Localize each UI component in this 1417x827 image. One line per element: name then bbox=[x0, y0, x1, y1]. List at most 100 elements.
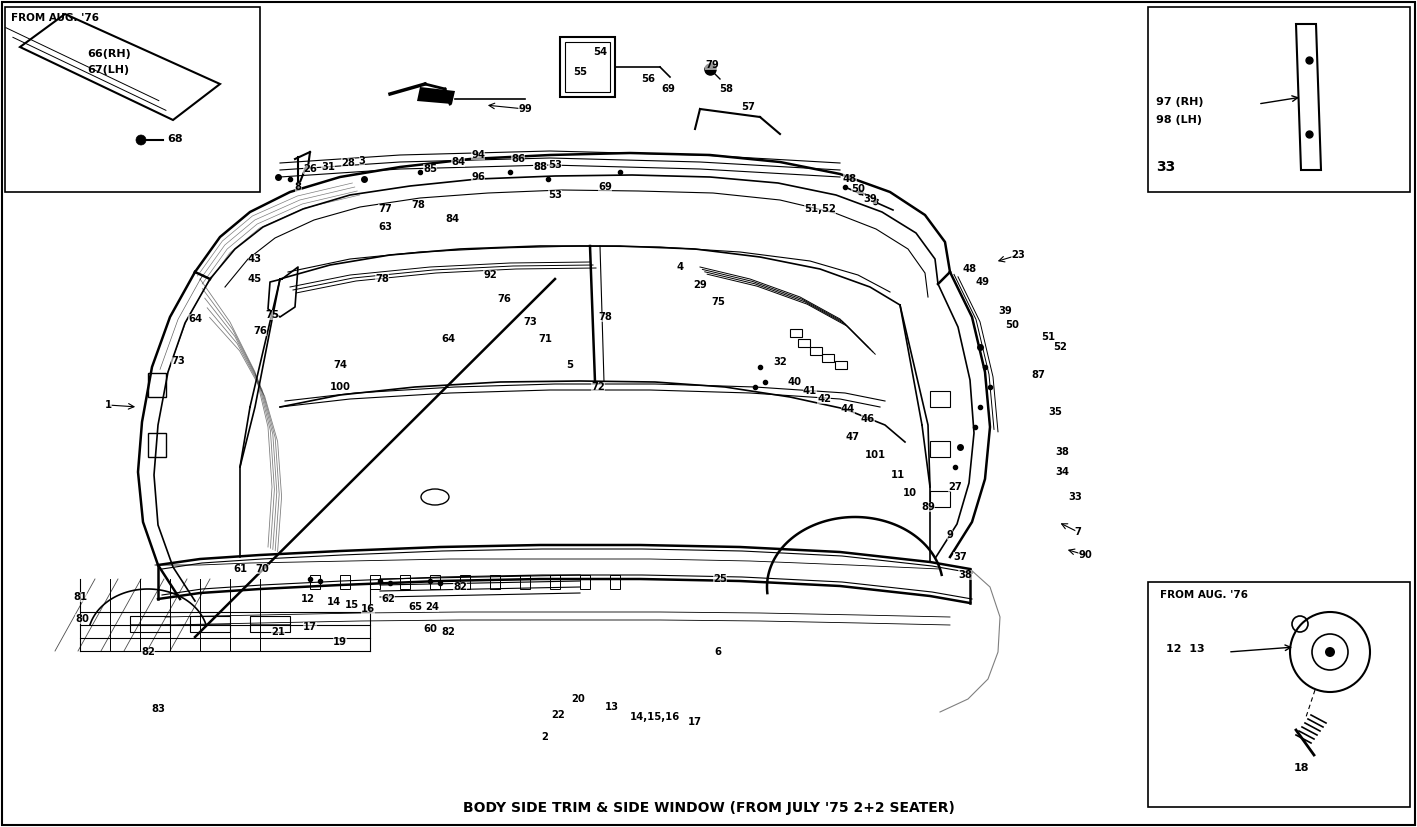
Text: 90: 90 bbox=[1078, 550, 1093, 560]
Circle shape bbox=[1325, 647, 1335, 657]
Text: 58: 58 bbox=[718, 84, 733, 94]
Text: 49: 49 bbox=[975, 277, 989, 287]
Text: 72: 72 bbox=[591, 382, 605, 392]
Bar bbox=[835, 361, 847, 369]
Text: 89: 89 bbox=[921, 502, 935, 512]
Text: 61: 61 bbox=[232, 564, 247, 574]
Bar bbox=[930, 441, 949, 457]
Text: 45: 45 bbox=[248, 274, 262, 284]
Text: 17: 17 bbox=[303, 622, 317, 632]
Text: 100: 100 bbox=[330, 382, 350, 392]
Bar bbox=[930, 391, 949, 407]
Text: 74: 74 bbox=[333, 360, 347, 370]
Text: 51: 51 bbox=[1041, 332, 1056, 342]
Text: 53: 53 bbox=[548, 160, 563, 170]
Text: 4: 4 bbox=[676, 262, 683, 272]
Bar bbox=[930, 491, 949, 507]
Text: 34: 34 bbox=[1056, 467, 1068, 477]
Text: 76: 76 bbox=[497, 294, 512, 304]
Text: 1: 1 bbox=[105, 400, 112, 410]
Text: 84: 84 bbox=[451, 157, 465, 167]
Bar bbox=[147, 373, 166, 397]
Text: 9: 9 bbox=[947, 530, 954, 540]
Text: 65: 65 bbox=[408, 602, 422, 612]
Text: 92: 92 bbox=[483, 270, 497, 280]
Text: 14: 14 bbox=[327, 597, 341, 607]
Text: 33: 33 bbox=[1068, 492, 1081, 502]
Text: 5: 5 bbox=[567, 360, 574, 370]
Text: 31: 31 bbox=[322, 162, 334, 172]
Text: 50: 50 bbox=[852, 184, 864, 194]
Bar bbox=[310, 575, 320, 589]
Text: 13: 13 bbox=[605, 702, 619, 712]
Bar bbox=[580, 575, 589, 589]
Text: 99: 99 bbox=[519, 104, 531, 114]
Text: 69: 69 bbox=[598, 182, 612, 192]
Text: 32: 32 bbox=[774, 357, 786, 367]
Text: 64: 64 bbox=[188, 314, 203, 324]
Text: BODY SIDE TRIM & SIDE WINDOW (FROM JULY '75 2+2 SEATER): BODY SIDE TRIM & SIDE WINDOW (FROM JULY … bbox=[462, 801, 955, 815]
Text: 7: 7 bbox=[1074, 527, 1081, 537]
Text: 24: 24 bbox=[425, 602, 439, 612]
Text: 84: 84 bbox=[445, 214, 459, 224]
Bar bbox=[1148, 7, 1410, 192]
Text: 28: 28 bbox=[341, 158, 354, 168]
Text: 54: 54 bbox=[592, 47, 606, 57]
Text: 94: 94 bbox=[470, 150, 485, 160]
Text: 42: 42 bbox=[818, 394, 830, 404]
Text: 55: 55 bbox=[572, 67, 587, 77]
Text: 82: 82 bbox=[142, 647, 154, 657]
Text: 82: 82 bbox=[453, 582, 468, 592]
Text: 6: 6 bbox=[714, 647, 721, 657]
Text: 87: 87 bbox=[1032, 370, 1044, 380]
Text: 86: 86 bbox=[512, 154, 526, 164]
Text: 96: 96 bbox=[470, 172, 485, 182]
Text: 39: 39 bbox=[863, 194, 877, 204]
Bar bbox=[340, 575, 350, 589]
Text: 16: 16 bbox=[361, 604, 376, 614]
Text: 10: 10 bbox=[903, 488, 917, 498]
Bar bbox=[609, 575, 621, 589]
Text: 80: 80 bbox=[75, 614, 89, 624]
Text: 37: 37 bbox=[954, 552, 966, 562]
Polygon shape bbox=[417, 87, 455, 104]
Bar bbox=[791, 329, 802, 337]
Text: 48: 48 bbox=[964, 264, 978, 274]
Text: 20: 20 bbox=[571, 694, 585, 704]
Text: 56: 56 bbox=[640, 74, 655, 84]
Text: 17: 17 bbox=[689, 717, 701, 727]
Text: 101: 101 bbox=[864, 450, 886, 460]
Text: 68: 68 bbox=[167, 134, 183, 144]
Text: 46: 46 bbox=[862, 414, 876, 424]
Text: 75: 75 bbox=[265, 310, 279, 320]
Text: 88: 88 bbox=[533, 162, 547, 172]
Text: 38: 38 bbox=[958, 570, 972, 580]
Text: 43: 43 bbox=[248, 254, 262, 264]
Text: 88: 88 bbox=[533, 162, 547, 172]
Bar bbox=[130, 616, 170, 632]
Text: FROM AUG. '76: FROM AUG. '76 bbox=[1161, 590, 1248, 600]
Bar bbox=[565, 42, 609, 92]
Text: 78: 78 bbox=[598, 312, 612, 322]
Text: 21: 21 bbox=[271, 627, 285, 637]
Text: 47: 47 bbox=[845, 432, 859, 442]
Text: 25: 25 bbox=[713, 574, 727, 584]
Text: 83: 83 bbox=[152, 704, 164, 714]
Text: 23: 23 bbox=[1012, 250, 1024, 260]
Text: 76: 76 bbox=[254, 326, 266, 336]
Text: 27: 27 bbox=[948, 482, 962, 492]
Bar bbox=[249, 616, 290, 632]
Text: 33: 33 bbox=[1156, 160, 1175, 174]
Text: 52: 52 bbox=[1053, 342, 1067, 352]
Text: 79: 79 bbox=[706, 60, 718, 70]
Text: 35: 35 bbox=[1049, 407, 1061, 417]
Text: 50: 50 bbox=[1005, 320, 1019, 330]
Bar bbox=[400, 575, 410, 589]
Text: 44: 44 bbox=[840, 404, 854, 414]
Text: 62: 62 bbox=[381, 594, 395, 604]
Text: 41: 41 bbox=[803, 386, 818, 396]
Text: 67(LH): 67(LH) bbox=[86, 65, 129, 75]
Bar bbox=[822, 354, 835, 362]
Bar bbox=[147, 433, 166, 457]
Text: 98 (LH): 98 (LH) bbox=[1156, 115, 1202, 125]
